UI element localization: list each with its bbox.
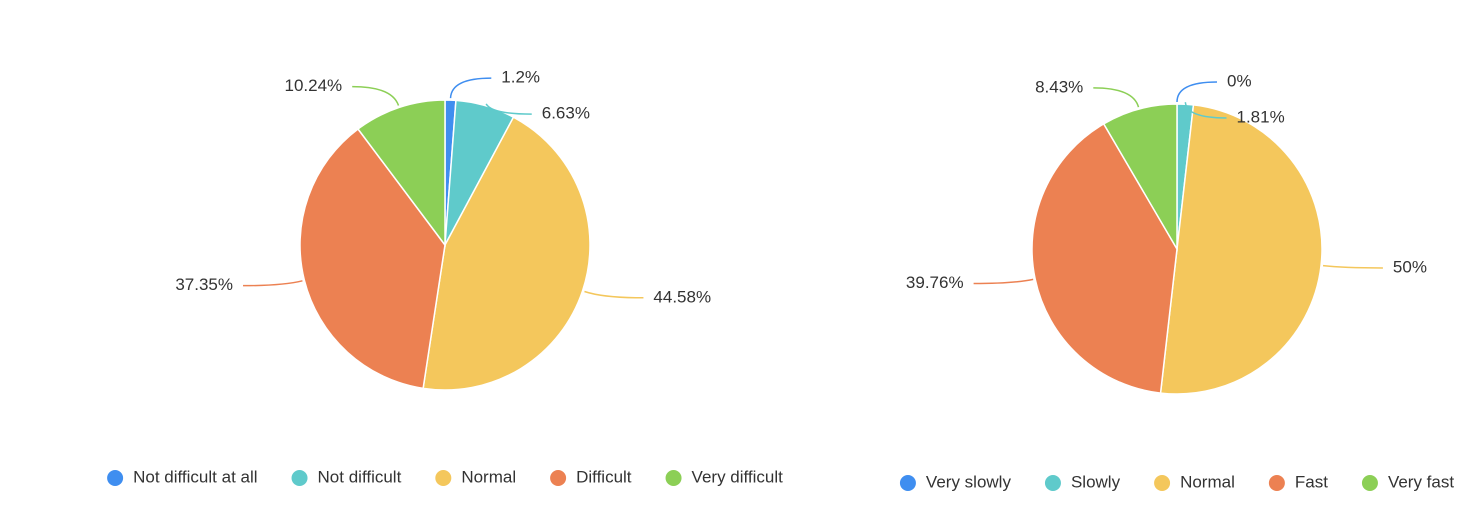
- pie-slice: [422, 116, 591, 391]
- legend-label: Not difficult: [318, 467, 402, 486]
- pie-slice: [299, 127, 446, 390]
- pie-slice: [356, 99, 446, 248]
- label-leader: [352, 85, 400, 106]
- label-leader: [1093, 87, 1140, 108]
- value-label: 1.81%: [1236, 107, 1284, 126]
- legend-marker: [1268, 475, 1285, 491]
- legend-marker: [435, 470, 452, 486]
- legend-marker: [1361, 475, 1378, 491]
- legend-label: Normal: [461, 467, 516, 486]
- value-label: 6.63%: [542, 104, 590, 123]
- legend-label: Slowly: [1071, 472, 1121, 491]
- label-leader: [1184, 102, 1227, 119]
- legend-label: Normal: [1180, 472, 1235, 491]
- legend-label: Fast: [1295, 472, 1328, 491]
- value-label: 44.58%: [653, 287, 711, 306]
- value-label: 0%: [1227, 71, 1252, 90]
- legend-marker: [665, 470, 682, 486]
- pie-slice: [1159, 104, 1323, 395]
- value-label: 39.76%: [906, 273, 964, 292]
- legend-marker: [899, 475, 916, 491]
- legend-label: Very slowly: [926, 472, 1012, 491]
- value-label: 50%: [1393, 257, 1427, 276]
- pie-slice: [1102, 103, 1178, 252]
- legend-marker: [291, 470, 308, 486]
- legend-marker: [550, 470, 567, 486]
- value-label: 10.24%: [285, 76, 343, 95]
- value-label: 1.2%: [501, 68, 540, 87]
- legend-label: Not difficult at all: [133, 467, 257, 486]
- pie-slice: [1031, 122, 1178, 394]
- legend-label: Very difficult: [692, 467, 784, 486]
- legend-marker: [1154, 475, 1171, 491]
- legend-marker: [107, 470, 124, 486]
- label-leader: [1176, 81, 1218, 103]
- value-label: 8.43%: [1035, 77, 1083, 96]
- label-leader: [243, 280, 303, 287]
- value-label: 37.35%: [175, 275, 233, 294]
- label-leader: [973, 278, 1034, 285]
- legend-label: Very fast: [1388, 472, 1454, 491]
- legend-label: Difficult: [576, 467, 632, 486]
- label-leader: [449, 77, 492, 99]
- label-leader: [1322, 264, 1383, 269]
- label-leader: [485, 103, 532, 115]
- label-leader: [584, 290, 644, 299]
- legend-marker: [1044, 475, 1061, 491]
